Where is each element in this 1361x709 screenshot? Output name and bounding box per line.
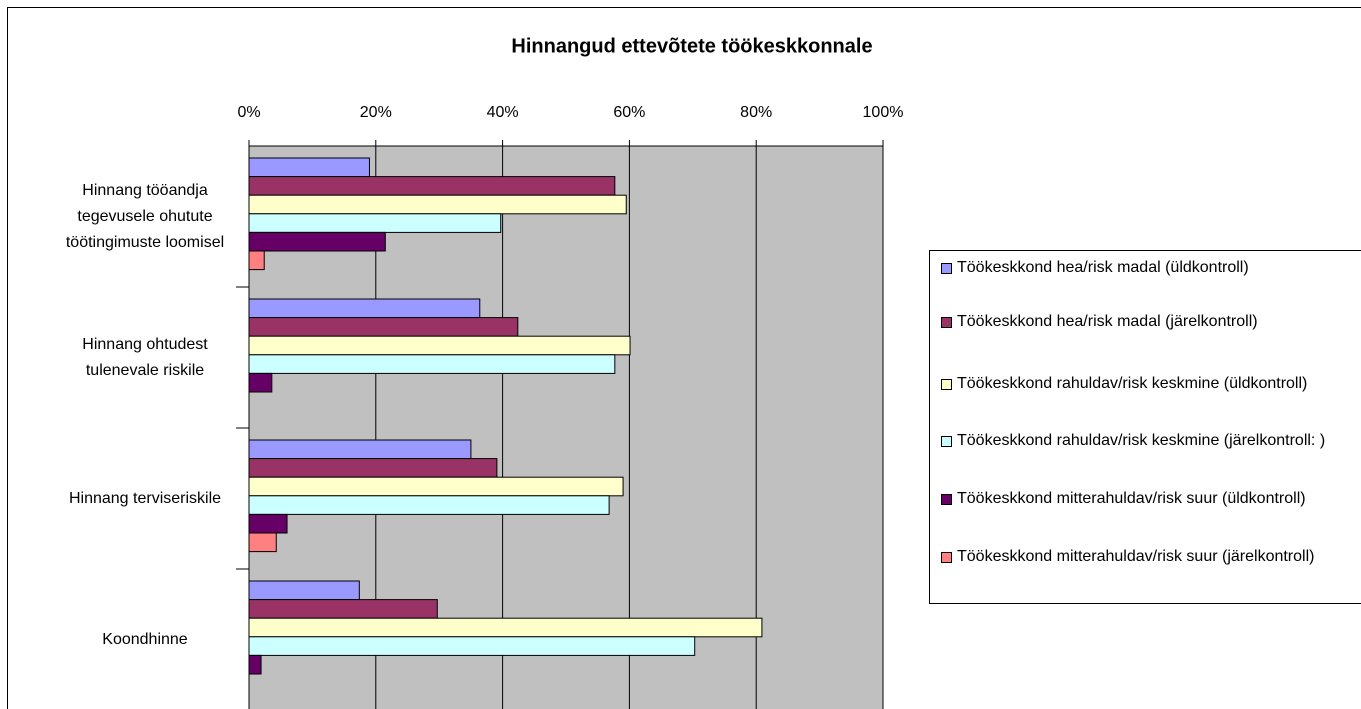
- legend-label: Töökeskkond rahuldav/risk keskmine (üldk…: [957, 375, 1308, 392]
- bar: [248, 213, 502, 233]
- chart-title: Hinnangud ettevõtete töökeskkonnale: [511, 35, 872, 57]
- legend-box: [929, 250, 1361, 604]
- y-tick-label: Hinnang ohtudest tulenevale riskile: [82, 335, 208, 379]
- bar: [248, 335, 631, 356]
- legend-swatch: [941, 436, 952, 447]
- legend-label: Töökeskkond hea/risk madal (üldkontroll): [957, 259, 1249, 276]
- bar: [248, 194, 627, 215]
- bar: [248, 532, 277, 553]
- bar: [248, 599, 438, 619]
- legend-label: Töökeskkond rahuldav/risk keskmine (järe…: [957, 432, 1326, 449]
- x-tick-label: 60%: [613, 104, 645, 121]
- bar: [248, 250, 265, 271]
- bar: [248, 372, 273, 393]
- legend-swatch: [941, 263, 952, 274]
- bar: [248, 617, 763, 638]
- legend-swatch: [941, 317, 952, 328]
- legend-label: Töökeskkond mitterahuldav/risk suur (üld…: [957, 490, 1306, 507]
- bar: [248, 439, 472, 460]
- y-tick-label: Hinnang tööandja tegevusele ohutute tööt…: [65, 181, 225, 251]
- legend-swatch: [941, 552, 952, 563]
- legend-label: Töökeskkond hea/risk madal (järelkontrol…: [957, 313, 1258, 330]
- legend-swatch: [941, 379, 952, 390]
- bar: [248, 495, 610, 515]
- bar: [248, 354, 616, 374]
- legend-label: Töökeskkond mitterahuldav/risk suur (jär…: [957, 548, 1315, 565]
- bar: [248, 298, 481, 319]
- y-tick-label: Koondhinne: [102, 630, 188, 648]
- bar: [248, 458, 498, 478]
- x-tick-label: 40%: [487, 104, 519, 121]
- bar: [248, 636, 696, 656]
- bar: [248, 317, 519, 337]
- x-tick-label: 100%: [863, 104, 904, 121]
- x-tick-label: 80%: [740, 104, 772, 121]
- bar: [248, 231, 386, 252]
- bar: [248, 580, 360, 601]
- bar: [248, 157, 370, 178]
- x-tick-label: 0%: [237, 104, 260, 121]
- y-tick-label: Hinnang terviseriskile: [68, 489, 222, 507]
- bar: [248, 654, 262, 675]
- legend-swatch: [941, 494, 952, 505]
- bar: [248, 476, 624, 497]
- x-tick-label: 20%: [360, 104, 392, 121]
- bar: [248, 176, 616, 196]
- bar: [248, 513, 288, 534]
